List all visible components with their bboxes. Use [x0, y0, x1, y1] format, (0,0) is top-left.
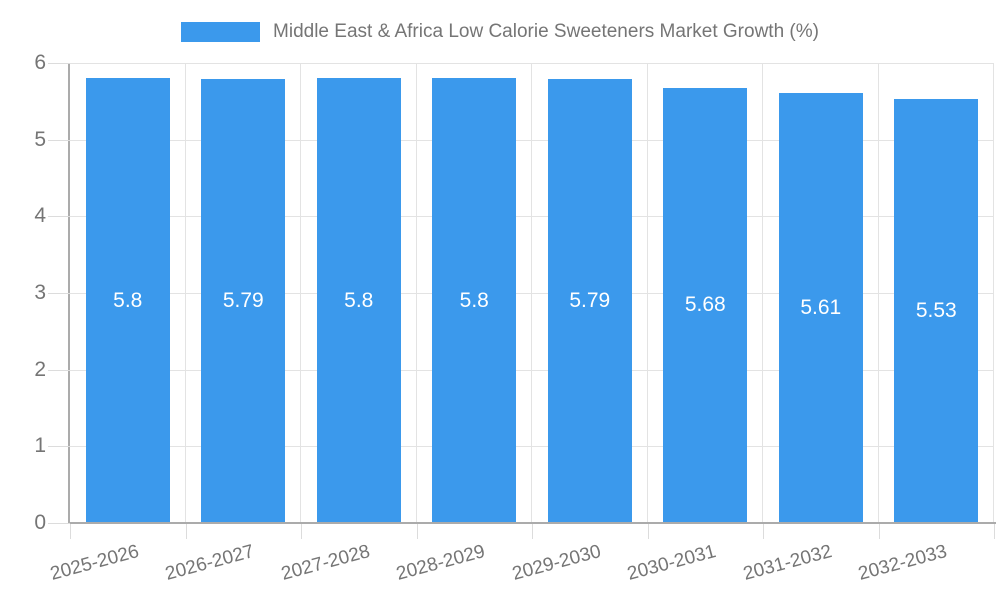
gridline-vertical — [415, 63, 417, 523]
x-axis-label: 2031-2032 — [740, 541, 835, 585]
bar-value-label: 5.79 — [222, 289, 264, 313]
y-tick — [48, 523, 70, 524]
x-axis-line — [68, 522, 996, 524]
y-tick — [48, 216, 70, 218]
gridline-horizontal — [70, 216, 994, 218]
y-axis-label: 6 — [34, 51, 46, 74]
bar-value-label: 5.61 — [800, 295, 842, 319]
gridline-horizontal — [70, 369, 994, 371]
gridline-horizontal — [70, 293, 994, 294]
gridline-vertical — [993, 63, 994, 523]
legend-label: Middle East & Africa Low Calorie Sweeten… — [273, 21, 819, 42]
plot-area: 5.8 5.79 5.8 5.8 5.79 5.68 5.61 5.53 — [70, 63, 994, 523]
gridline-horizontal — [70, 139, 994, 141]
gridline-vertical — [877, 63, 879, 523]
x-tick — [994, 524, 995, 539]
y-axis-label: 2 — [34, 357, 46, 381]
bar[interactable]: 5.8 — [432, 78, 517, 523]
gridline-horizontal — [70, 446, 994, 448]
bar[interactable]: 5.8 — [316, 78, 401, 523]
gridline-vertical — [646, 63, 648, 523]
bar[interactable]: 5.68 — [663, 87, 748, 523]
x-tick — [185, 524, 187, 539]
gridline-vertical — [531, 63, 532, 523]
gridline-horizontal — [70, 63, 994, 64]
bar-value-label: 5.8 — [113, 288, 143, 312]
bar-value-label: 5.53 — [915, 299, 957, 323]
y-tick — [48, 446, 70, 448]
bar[interactable]: 5.79 — [201, 79, 286, 523]
x-tick — [301, 524, 302, 539]
bar[interactable]: 5.79 — [547, 79, 632, 523]
x-tick — [878, 524, 880, 539]
gridline-vertical — [762, 63, 763, 523]
bar[interactable]: 5.8 — [85, 78, 170, 523]
x-axis-label: 2032-2033 — [856, 541, 950, 585]
bar[interactable]: 5.61 — [778, 92, 863, 523]
y-axis-label: 4 — [34, 204, 46, 228]
gridline-vertical — [184, 63, 186, 523]
bar-value-label: 5.8 — [459, 288, 489, 312]
y-tick — [48, 293, 70, 294]
y-axis-label: 0 — [34, 511, 46, 534]
bar[interactable]: 5.53 — [894, 99, 979, 523]
x-axis-label: 2030-2031 — [625, 541, 719, 585]
x-axis-label: 2029-2030 — [509, 541, 604, 585]
x-tick — [70, 524, 71, 539]
bar-value-label: 5.68 — [684, 293, 726, 317]
y-axis-label: 1 — [34, 434, 46, 458]
y-axis-label: 5 — [34, 127, 46, 151]
x-axis-label: 2027-2028 — [278, 541, 373, 585]
legend[interactable]: Middle East & Africa Low Calorie Sweeten… — [0, 21, 1000, 43]
y-tick — [48, 139, 70, 141]
bar-value-label: 5.8 — [344, 288, 374, 312]
x-tick — [763, 524, 764, 539]
x-axis-label: 2028-2029 — [394, 541, 488, 585]
y-tick — [48, 369, 70, 371]
gridline-vertical — [300, 63, 301, 523]
x-axis-label: 2026-2027 — [163, 541, 257, 585]
legend-swatch[interactable] — [181, 22, 261, 42]
x-tick — [647, 524, 649, 539]
x-tick — [416, 524, 418, 539]
x-axis-label: 2025-2026 — [47, 541, 142, 585]
bar-value-label: 5.79 — [569, 289, 611, 313]
y-tick — [48, 63, 70, 64]
y-axis-label: 3 — [34, 281, 46, 304]
x-tick — [532, 524, 533, 539]
